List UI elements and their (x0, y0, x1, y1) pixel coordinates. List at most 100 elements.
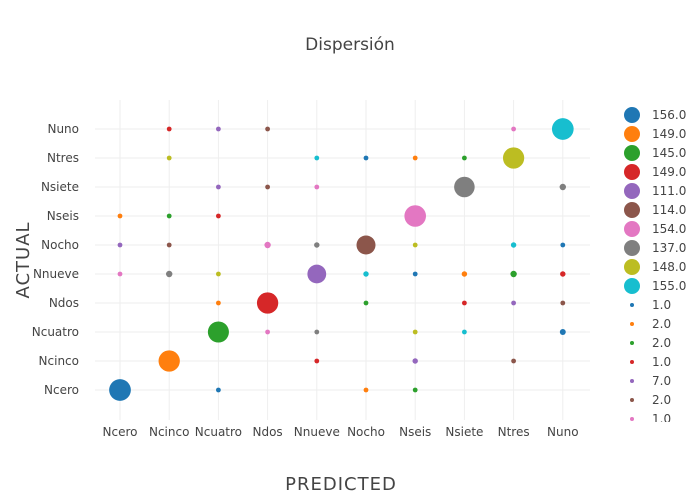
data-point[interactable] (314, 358, 320, 364)
data-point[interactable] (256, 292, 279, 314)
data-point[interactable] (412, 358, 418, 364)
legend-marker (624, 164, 640, 180)
legend-item[interactable]: 148.0 (624, 259, 686, 275)
legend-label: 2.0 (652, 393, 671, 407)
data-point[interactable] (166, 126, 172, 132)
data-point[interactable] (461, 271, 468, 277)
data-point[interactable] (551, 118, 574, 140)
x-tick-label: Nocho (347, 425, 385, 439)
data-point[interactable] (510, 270, 517, 278)
y-tick-label: Nnueve (33, 267, 79, 281)
data-point[interactable] (314, 155, 320, 161)
x-tick-label: Nnueve (294, 425, 340, 439)
data-point[interactable] (412, 271, 418, 277)
data-point[interactable] (412, 155, 418, 161)
legend-marker (624, 145, 640, 161)
data-point[interactable] (559, 329, 566, 335)
x-tick-label: Nsiete (445, 425, 483, 439)
legend-label: 149.0 (652, 165, 686, 179)
legend-item[interactable]: 1.0 (630, 298, 671, 312)
data-point[interactable] (363, 271, 369, 277)
data-point[interactable] (314, 329, 320, 335)
legend-marker (630, 303, 634, 307)
data-point[interactable] (412, 387, 418, 393)
data-point[interactable] (265, 329, 270, 335)
data-point[interactable] (412, 329, 418, 335)
data-point[interactable] (454, 176, 475, 198)
legend-label: 137.0 (652, 241, 686, 255)
data-point[interactable] (502, 147, 525, 169)
data-point[interactable] (462, 329, 467, 335)
data-point[interactable] (511, 126, 516, 132)
legend-item[interactable]: 2.0 (630, 336, 671, 350)
data-point[interactable] (216, 184, 221, 190)
legend[interactable]: 156.0 149.0 145.0 149.0 111.0 114.0 154.0 137.0… (624, 107, 686, 426)
data-point[interactable] (264, 241, 271, 249)
data-point[interactable] (166, 213, 172, 219)
legend-item[interactable]: 114.0 (624, 202, 686, 218)
legend-item[interactable]: 156.0 (624, 107, 686, 123)
data-point[interactable] (216, 126, 221, 132)
y-tick-label: Ntres (47, 151, 79, 165)
data-point[interactable] (363, 387, 369, 393)
data-point[interactable] (560, 271, 566, 277)
data-point[interactable] (511, 358, 516, 364)
data-point[interactable] (560, 300, 566, 306)
data-point[interactable] (216, 300, 221, 306)
data-point[interactable] (314, 184, 320, 190)
data-point[interactable] (404, 205, 427, 227)
x-tick-label: Nuno (547, 425, 579, 439)
legend-item[interactable]: 155.0 (624, 278, 686, 294)
data-point[interactable] (363, 300, 369, 306)
data-point[interactable] (216, 387, 221, 393)
legend-item[interactable]: 154.0 (624, 221, 686, 237)
legend-item[interactable]: 2.0 (630, 317, 671, 331)
legend-item[interactable]: 1.0 (630, 412, 671, 426)
data-point[interactable] (117, 271, 123, 277)
data-point[interactable] (412, 242, 418, 248)
data-point[interactable] (462, 300, 467, 306)
legend-marker (624, 202, 640, 218)
data-point[interactable] (109, 379, 131, 401)
legend-label: 148.0 (652, 260, 686, 274)
legend-label: 149.0 (652, 127, 686, 141)
legend-item[interactable]: 2.0 (630, 393, 671, 407)
x-ticks: Ncero Ncinco Ncuatro Ndos Nnueve Nocho Nseis Ns… (103, 425, 579, 439)
legend-item[interactable]: 111.0 (624, 183, 686, 199)
legend-item[interactable]: 137.0 (624, 240, 686, 256)
data-point[interactable] (265, 184, 270, 190)
legend-marker (624, 107, 640, 123)
legend-label: 111.0 (652, 184, 686, 198)
chart-title: Dispersión (305, 35, 395, 55)
data-point[interactable] (559, 183, 566, 191)
data-point[interactable] (158, 350, 180, 372)
data-point[interactable] (462, 155, 467, 161)
data-point[interactable] (307, 264, 327, 284)
data-point[interactable] (166, 242, 172, 248)
data-point[interactable] (510, 242, 517, 248)
legend-item[interactable]: 145.0 (624, 145, 686, 161)
data-point[interactable] (356, 235, 376, 255)
data-point[interactable] (314, 242, 320, 248)
data-point[interactable] (363, 155, 369, 161)
legend-item[interactable]: 7.0 (630, 374, 671, 388)
data-point[interactable] (166, 270, 173, 278)
points (109, 118, 574, 401)
data-point[interactable] (166, 155, 172, 161)
legend-label: 2.0 (652, 317, 671, 331)
data-point[interactable] (216, 271, 221, 277)
y-tick-label: Nseis (47, 209, 79, 223)
legend-item[interactable]: 1.0 (630, 355, 671, 369)
legend-marker (624, 183, 640, 199)
legend-item[interactable]: 149.0 (624, 164, 686, 180)
data-point[interactable] (207, 321, 229, 343)
data-point[interactable] (117, 213, 123, 219)
legend-item[interactable]: 149.0 (624, 126, 686, 142)
x-tick-label: Ntres (498, 425, 530, 439)
data-point[interactable] (216, 213, 221, 219)
data-point[interactable] (560, 242, 566, 248)
data-point[interactable] (265, 126, 270, 132)
data-point[interactable] (117, 242, 123, 248)
data-point[interactable] (511, 300, 516, 306)
